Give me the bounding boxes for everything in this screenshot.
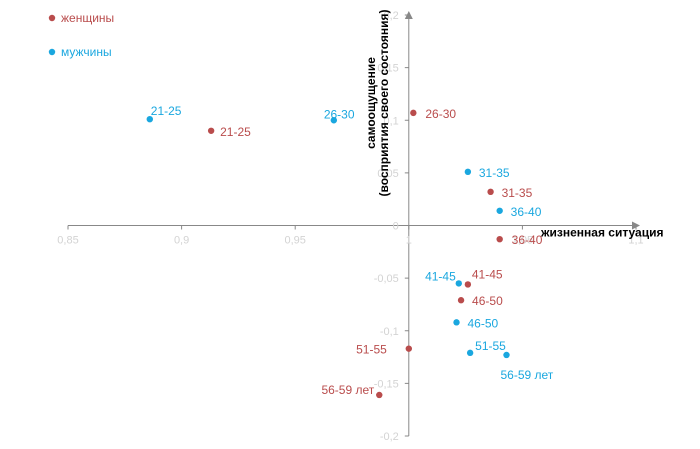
data-label: 51-55 [475,339,506,353]
y-tick-label: -0,15 [374,378,399,390]
data-points [146,109,510,399]
legend-marker [48,14,56,22]
y-tick-label: 0,15 [377,63,398,75]
x-tick-label: 1 [406,235,412,247]
data-point [207,127,215,134]
data-label: 26-30 [425,107,456,121]
data-point [464,168,472,176]
data-label: 41-45 [425,269,456,283]
data-point [146,115,153,123]
y-tick-label: -0,05 [374,273,399,285]
data-label: 21-25 [151,104,182,118]
data-label: 31-35 [502,186,533,200]
data-label: 36-40 [511,205,542,219]
data-point [503,351,510,359]
data-label: 51-55 [356,343,387,357]
data-point [405,345,412,352]
y-axis-title-line: (восприятия своего состояния) [377,9,391,196]
data-point [496,207,503,214]
data-point [455,280,462,287]
data-label: 46-50 [472,294,503,308]
x-axis-title: жизненная ситуация [540,226,663,240]
y-axis-title-line: самоощущение [364,57,378,149]
y-tick-label: -0,1 [380,326,399,338]
tick-labels: 0,85 0,9 0,95 1 1,05 1,1 0,2 0,15 0,1 0,05 0 -0,05 -… [57,10,643,443]
data-point [457,297,465,304]
y-axis-title: самоощущение(восприятия своего состояния… [364,9,391,196]
data-label: 36-40 [512,233,543,247]
legend-label: женщины [61,11,114,25]
x-tick-label: 0,95 [284,235,305,247]
axis-titles: жизненная ситуация самоощущение(восприяти… [364,9,663,239]
axes [67,11,640,437]
y-tick-label: 0,1 [384,115,399,127]
data-point [487,188,494,196]
data-point [330,117,338,124]
data-point [466,349,474,357]
data-label: 56-59 лет [321,383,374,397]
data-labels: 21-25 26-30 31-35 36-40 41-45 46-50 51-55 56-59… [151,104,554,397]
x-tick-label: 1,1 [628,235,643,247]
data-label: 31-35 [479,166,510,180]
data-label: 56-59 лет [500,368,553,382]
x-tick-label: 0,85 [57,235,78,247]
data-label: 41-45 [472,267,503,281]
x-tick-label: 1,05 [512,235,533,247]
y-tick-label: -0,2 [380,431,399,443]
data-label: 26-30 [324,107,355,121]
x-tick-label: 0,9 [174,235,189,247]
data-point [453,319,460,326]
data-point [376,391,383,399]
data-point [496,235,503,243]
data-point [464,281,472,288]
data-label: 21-25 [220,125,251,139]
y-tick-label: 0,05 [377,168,398,180]
y-tick-label: 0,2 [384,10,399,22]
data-point [410,109,417,117]
legend-marker [48,48,56,56]
y-tick-label: 0 [393,221,399,233]
legend: женщины мужчины [48,11,114,59]
legend-label: мужчины [61,45,112,59]
data-label: 46-50 [468,316,499,330]
